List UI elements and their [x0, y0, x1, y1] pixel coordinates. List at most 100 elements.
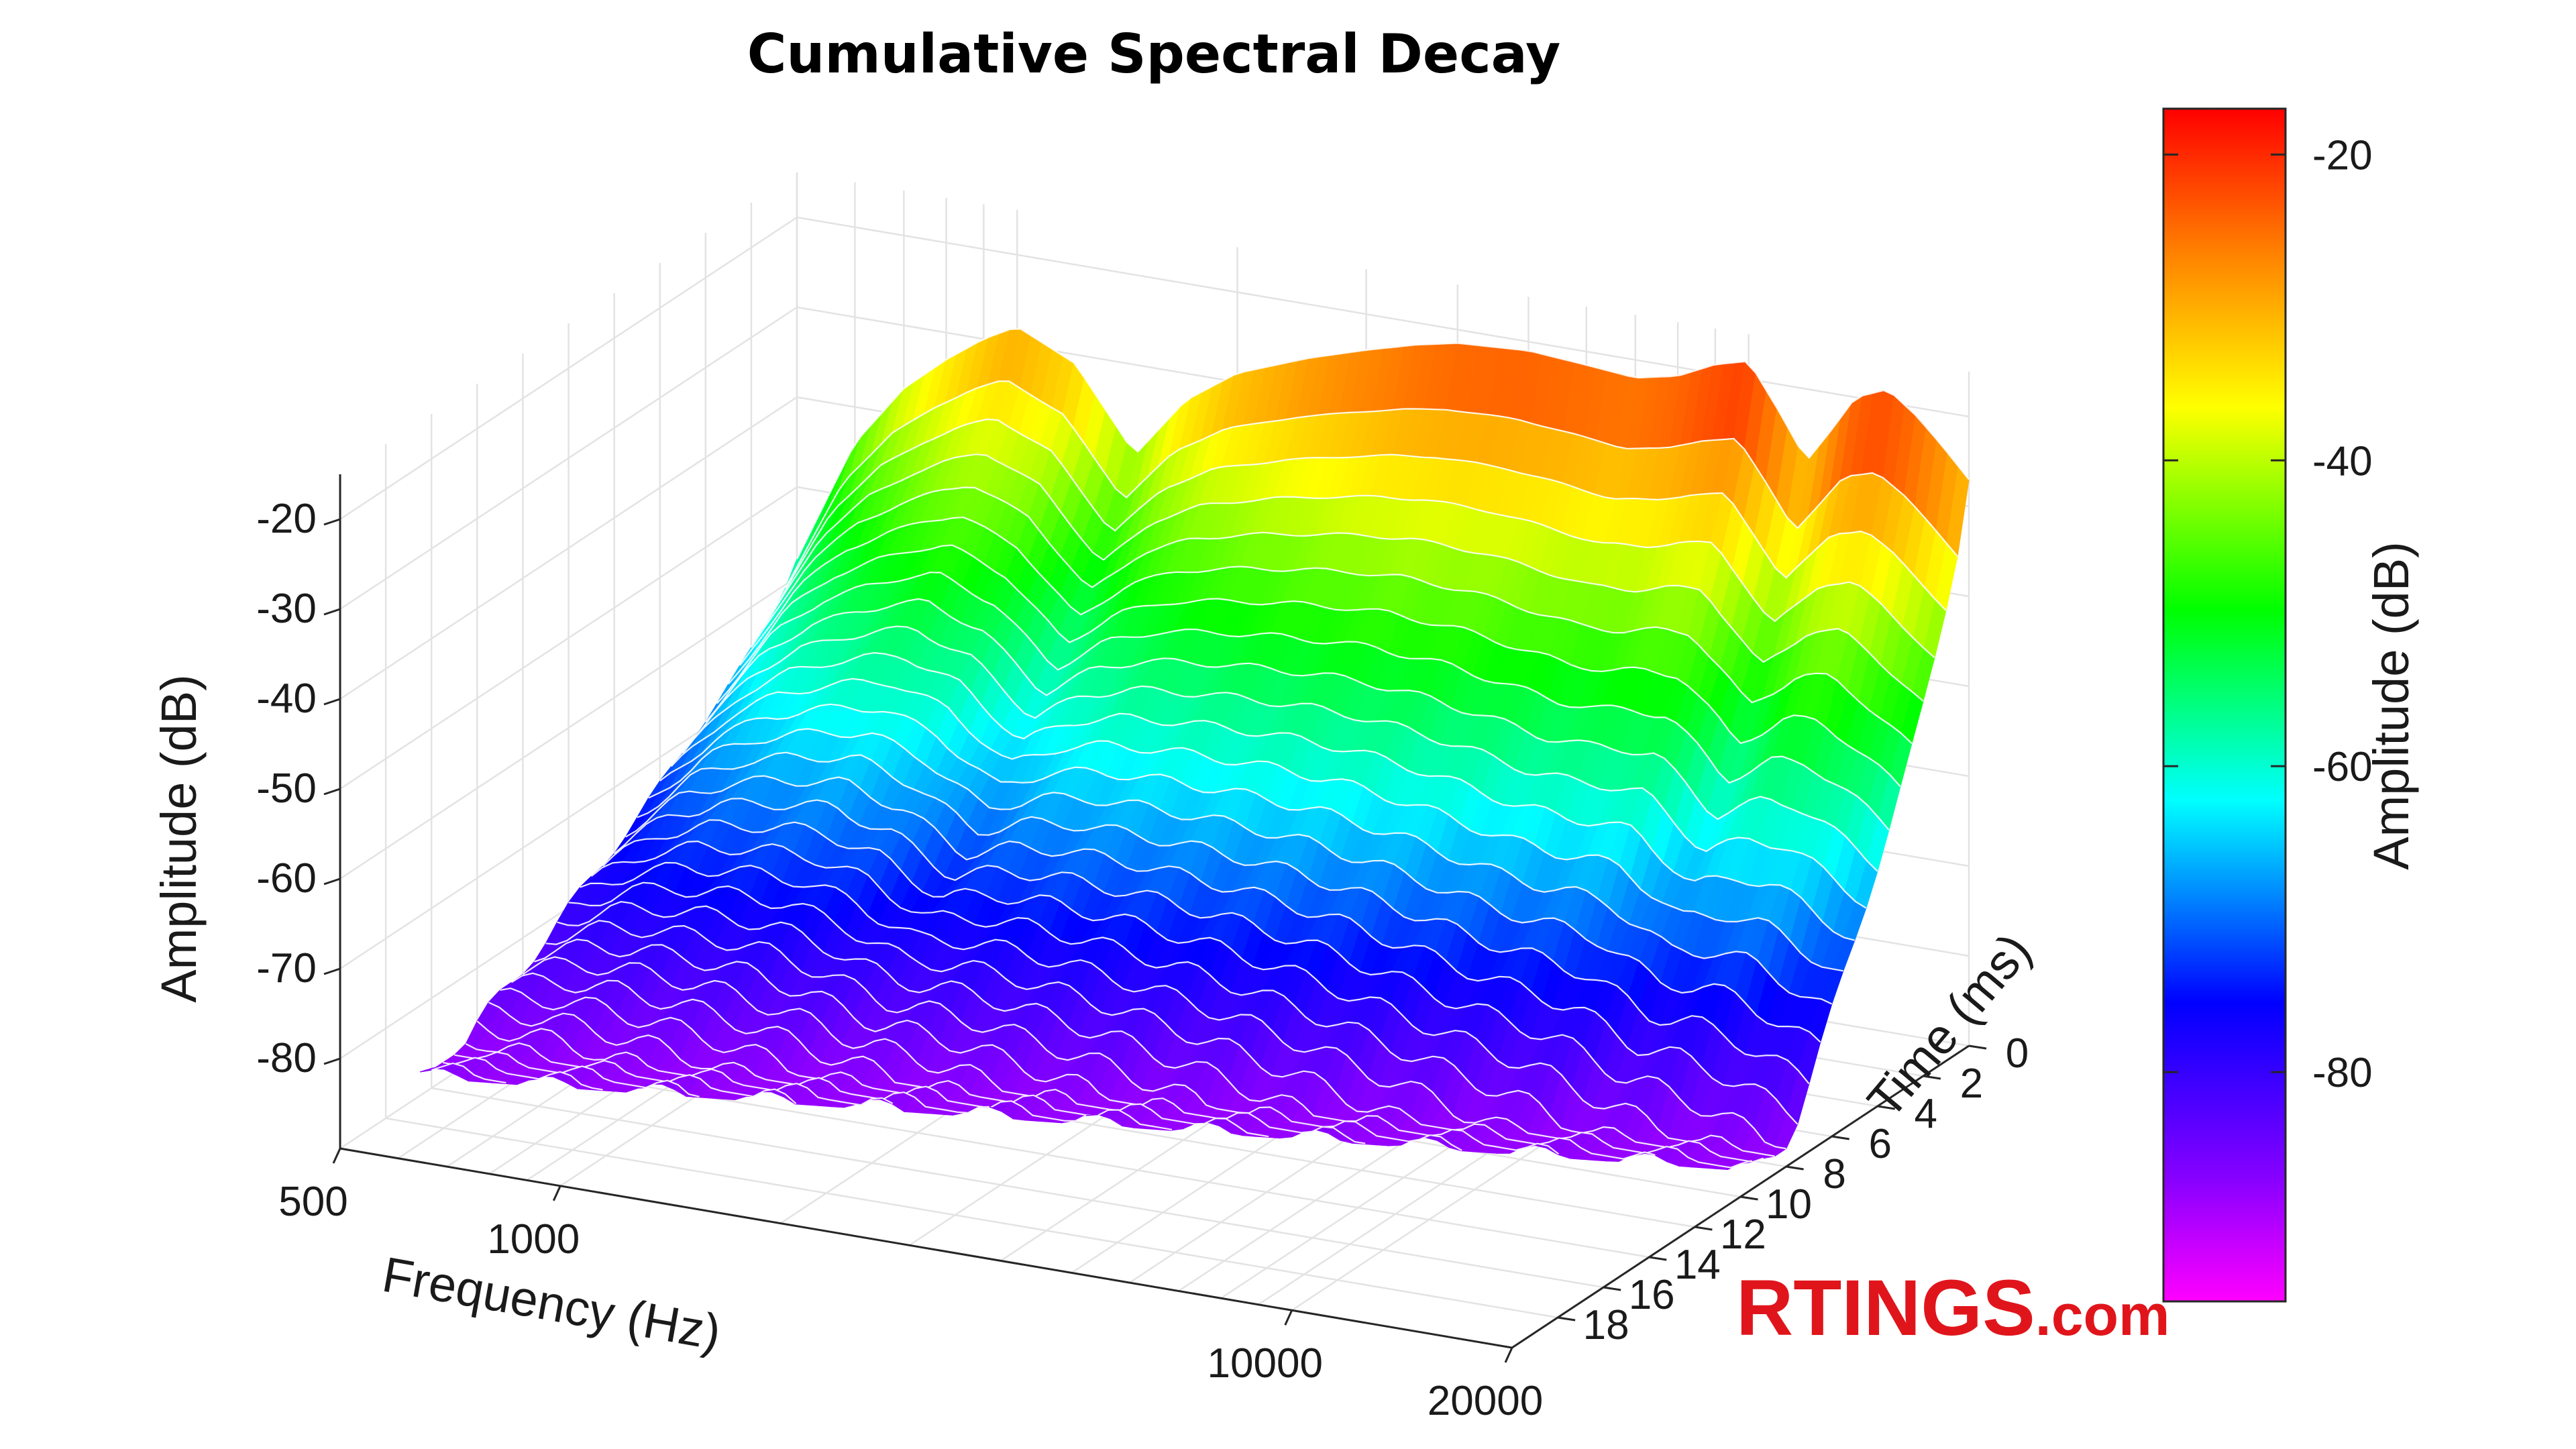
- z-tick-mark: [323, 1057, 341, 1065]
- grid-line-side-db: [339, 576, 798, 880]
- decay-slice-line: [431, 1062, 506, 1084]
- brand-logo-suffix: .com: [2035, 1283, 2170, 1348]
- decay-slice-line: [761, 453, 1935, 659]
- brand-logo-name: RTINGS: [1736, 1264, 2035, 1352]
- z-tick-mark: [323, 877, 341, 885]
- y-tick-mark: [1877, 1105, 1896, 1110]
- y-tick-mark: [1740, 1195, 1758, 1201]
- decay-slice-line: [557, 900, 1560, 1155]
- decay-slice-line: [613, 798, 1786, 1150]
- decay-slice-line: [796, 328, 1970, 559]
- y-axis-label: Time (ms): [1857, 922, 2042, 1128]
- y-tick-mark: [1923, 1075, 1941, 1080]
- x-tick-label: 500: [278, 1179, 347, 1225]
- y-tick-label: 4: [1915, 1091, 1937, 1137]
- y-tick-mark: [1695, 1226, 1713, 1231]
- y-tick-label: 8: [1823, 1151, 1845, 1197]
- decay-slice-line: [545, 920, 1462, 1151]
- x-tick-label: 1000: [487, 1216, 580, 1263]
- waterfall-surface: [420, 328, 1970, 1171]
- z-axis-label: Amplitude (dB): [151, 674, 207, 1002]
- decay-slice-line: [750, 486, 1924, 702]
- decay-slice-line: [568, 881, 1656, 1160]
- grid-line-floor-time: [385, 1117, 1558, 1319]
- decay-slice-line: [704, 598, 1878, 872]
- grid-line-side-db: [339, 216, 798, 521]
- decay-slice-line: [739, 517, 1913, 744]
- y-tick-label: 0: [2006, 1030, 2029, 1077]
- decay-slice-line: [785, 380, 1958, 588]
- svg-text:RTINGS.com: RTINGS.com: [1736, 1264, 2170, 1352]
- x-tick-label: 10000: [1208, 1340, 1323, 1387]
- frequency-axis-line: [339, 1147, 1513, 1349]
- y-tick-mark: [1968, 1044, 1987, 1050]
- x-tick-mark: [1504, 1347, 1513, 1363]
- colorbar-tick-label: -80: [2312, 1050, 2373, 1096]
- decay-slice-line: [625, 775, 1799, 1125]
- grid-line-side-db: [339, 486, 798, 790]
- decay-slice-line: [488, 1002, 989, 1114]
- decay-slice-line: [773, 418, 1947, 611]
- z-tick-label: -70: [256, 945, 317, 991]
- y-tick-label: 10: [1766, 1181, 1812, 1228]
- surface-patch: [1085, 1114, 1098, 1116]
- y-tick-mark: [1557, 1316, 1576, 1322]
- decay-slice-line: [522, 956, 1269, 1138]
- rtings-logo: RTINGS.com: [1736, 1264, 2170, 1352]
- decay-slice-line: [443, 1057, 603, 1091]
- colorbar-tick-label: -60: [2312, 744, 2373, 790]
- z-tick-mark: [323, 788, 341, 796]
- decay-slice-line: [648, 728, 1821, 1043]
- y-tick-mark: [1649, 1256, 1667, 1261]
- decay-slice-line: [693, 625, 1867, 909]
- grid-line-floor-time: [431, 1087, 1604, 1289]
- chart-title: Cumulative Spectral Decay: [747, 23, 1561, 85]
- grid-line-floor-time: [477, 1057, 1650, 1258]
- z-tick-mark: [323, 698, 341, 706]
- x-tick-label: 20000: [1428, 1378, 1543, 1424]
- decay-slice-line: [454, 1051, 700, 1097]
- grid-line-side-db: [339, 396, 798, 700]
- x-tick-mark: [552, 1185, 561, 1201]
- y-tick-label: 14: [1674, 1242, 1721, 1288]
- z-tick-label: -30: [256, 586, 317, 632]
- colorbar: -20 -40 -60 -80 Amplitude (dB): [2162, 107, 2419, 1303]
- decay-slice-line: [716, 572, 1890, 831]
- decay-slice-line: [670, 678, 1843, 972]
- decay-slice-line: [590, 840, 1764, 1163]
- y-tick-label: 16: [1629, 1272, 1675, 1318]
- y-tick-label: 6: [1868, 1121, 1891, 1167]
- x-axis-label: Frequency (Hz): [378, 1246, 725, 1360]
- z-tick-label: -60: [256, 855, 317, 902]
- y-tick-mark: [1831, 1135, 1849, 1140]
- z-tick-label: -20: [256, 496, 317, 542]
- decay-slice-line: [682, 651, 1856, 941]
- z-tick-label: -40: [256, 676, 317, 722]
- decay-slice-line: [659, 703, 1833, 1005]
- z-tick-label: -50: [256, 765, 317, 812]
- y-tick-mark: [1603, 1286, 1621, 1291]
- z-tick-mark: [323, 608, 341, 616]
- grid-line-side-db: [339, 306, 798, 610]
- grid-line-back-db: [796, 216, 1970, 418]
- z-tick-mark: [323, 967, 341, 975]
- y-tick-label: 18: [1583, 1302, 1629, 1348]
- z-tick-mark: [323, 518, 341, 526]
- x-tick-mark: [1284, 1309, 1293, 1326]
- decay-slice-line: [511, 972, 1173, 1130]
- y-tick-mark: [1786, 1165, 1804, 1171]
- colorbar-tick-label: -20: [2312, 132, 2373, 178]
- colorbar-tick-label: -40: [2312, 438, 2373, 484]
- colorbar-gradient-bar: [2162, 107, 2287, 1303]
- decay-slice-line: [465, 1042, 797, 1105]
- x-tick-mark: [332, 1148, 341, 1164]
- z-tick-label: -80: [256, 1035, 317, 1081]
- decay-slice-line: [602, 819, 1775, 1157]
- colorbar-ticks: -20 -40 -60 -80: [2163, 132, 2373, 1096]
- decay-slice-line: [580, 861, 1752, 1169]
- colorbar-label: Amplitude (dB): [2363, 541, 2419, 869]
- surface-patch: [420, 1067, 433, 1073]
- y-tick-label: 12: [1720, 1212, 1766, 1258]
